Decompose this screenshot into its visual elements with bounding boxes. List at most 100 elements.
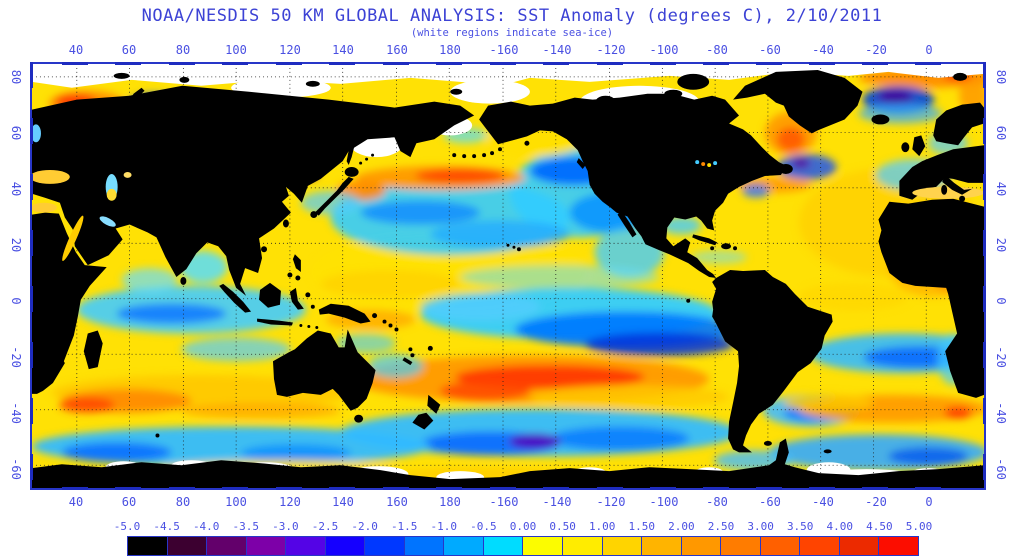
top-axis-label: -60 (759, 43, 781, 57)
colorbar-cell (285, 537, 325, 555)
left-axis-label: 0 (9, 297, 23, 305)
axis-tick (983, 174, 986, 200)
axis-tick (222, 62, 248, 65)
bottom-axis-label: 160 (386, 495, 408, 509)
axis-tick (30, 118, 33, 144)
colorbar-cell (522, 537, 563, 555)
axis-tick (169, 487, 195, 490)
top-axis-label: -20 (865, 43, 887, 57)
axis-tick (983, 118, 986, 144)
colorbar-label: -5.0 (113, 520, 141, 533)
colorbar-label: 0.00 (509, 520, 537, 533)
axis-tick (809, 62, 835, 65)
axis-tick (30, 174, 33, 200)
right-axis-label: -20 (994, 346, 1008, 368)
map-title: NOAA/NESDIS 50 KM GLOBAL ANALYSIS: SST A… (141, 6, 883, 26)
colorbar-label: -3.5 (232, 520, 260, 533)
top-axis-label: -140 (542, 43, 572, 57)
top-axis-label: -160 (489, 43, 519, 57)
colorbar-label: -4.5 (153, 520, 180, 533)
axis-tick (983, 342, 986, 368)
right-axis-label: 60 (994, 125, 1008, 141)
colorbar-label: 3.50 (786, 520, 814, 533)
top-axis-label: -100 (649, 43, 679, 57)
top-axis-label: 40 (68, 43, 84, 57)
axis-tick (115, 487, 141, 490)
left-axis-label: 20 (9, 237, 23, 253)
colorbar-label: 5.00 (905, 520, 933, 533)
colorbar-cell (364, 537, 404, 555)
bottom-axis-label: 0 (925, 495, 933, 509)
colorbar-cell (245, 537, 286, 555)
axis-tick (62, 62, 88, 65)
axis-tick (62, 487, 88, 490)
colorbar-label: 0.50 (549, 520, 576, 533)
axis-tick (597, 62, 623, 65)
world-map-canvas (32, 64, 984, 488)
top-axis-label: -120 (596, 43, 626, 57)
right-axis-label: 0 (994, 297, 1008, 305)
colorbar-label: 2.50 (707, 520, 735, 533)
colorbar-label: -1.0 (430, 520, 458, 533)
colorbar-label: -2.5 (311, 520, 339, 533)
axis-tick (490, 487, 516, 490)
axis-tick (650, 487, 676, 490)
colorbar-label: -2.0 (351, 520, 378, 533)
axis-tick (30, 454, 33, 480)
colorbar-label: -1.5 (390, 520, 418, 533)
colorbar-cell (166, 537, 207, 555)
axis-tick (983, 286, 986, 312)
bottom-axis-label: -60 (759, 495, 781, 509)
colorbar-label: -0.5 (470, 520, 497, 533)
top-axis-label: 180 (439, 43, 461, 57)
bottom-axis-label: -20 (865, 495, 887, 509)
top-axis-label: -40 (812, 43, 834, 57)
axis-tick (915, 487, 941, 490)
top-axis-label: 120 (279, 43, 301, 57)
left-axis-label: 80 (9, 69, 23, 85)
colorbar-label: 3.00 (747, 520, 774, 533)
axis-tick (862, 487, 888, 490)
axis-tick (30, 342, 33, 368)
bottom-axis-label: 80 (175, 495, 191, 509)
axis-tick (329, 487, 355, 490)
bottom-axis-label: 60 (121, 495, 137, 509)
axis-tick (983, 62, 986, 88)
axis-tick (756, 487, 782, 490)
bottom-axis-label: -100 (649, 495, 679, 509)
colorbar-label: 2.00 (668, 520, 695, 533)
inland-seas-layer (32, 124, 984, 262)
bottom-axis-label: 140 (332, 495, 354, 509)
top-axis-label: 160 (386, 43, 408, 57)
right-axis-label: 80 (994, 69, 1008, 85)
axis-tick (30, 62, 33, 88)
bottom-axis-label: -40 (812, 495, 834, 509)
colorbar-label: 1.00 (588, 520, 616, 533)
top-axis-label: 100 (225, 43, 247, 57)
colorbar (127, 536, 919, 556)
colorbar-cell (324, 537, 365, 555)
colorbar-cell (838, 537, 879, 555)
axis-tick (862, 62, 888, 65)
colorbar-cell (443, 537, 483, 555)
colorbar-label: -3.0 (272, 520, 299, 533)
right-axis-label: -40 (994, 402, 1008, 424)
colorbar-cell (759, 537, 800, 555)
top-axis-label: 140 (332, 43, 354, 57)
top-axis-label: 0 (925, 43, 933, 57)
axis-tick (543, 62, 569, 65)
axis-tick (756, 62, 782, 65)
bottom-axis-label: -80 (706, 495, 728, 509)
axis-tick (983, 398, 986, 424)
map-subtitle: (white regions indicate sea-ice) (410, 27, 614, 39)
colorbar-cell (562, 537, 602, 555)
left-axis-label: -20 (9, 346, 23, 368)
right-axis-label: -60 (994, 458, 1008, 480)
right-axis-label: 20 (994, 237, 1008, 253)
axis-tick (276, 487, 302, 490)
axis-tick (383, 487, 409, 490)
axis-tick (809, 487, 835, 490)
colorbar-cell (641, 537, 681, 555)
colorbar-label: 1.50 (628, 520, 656, 533)
